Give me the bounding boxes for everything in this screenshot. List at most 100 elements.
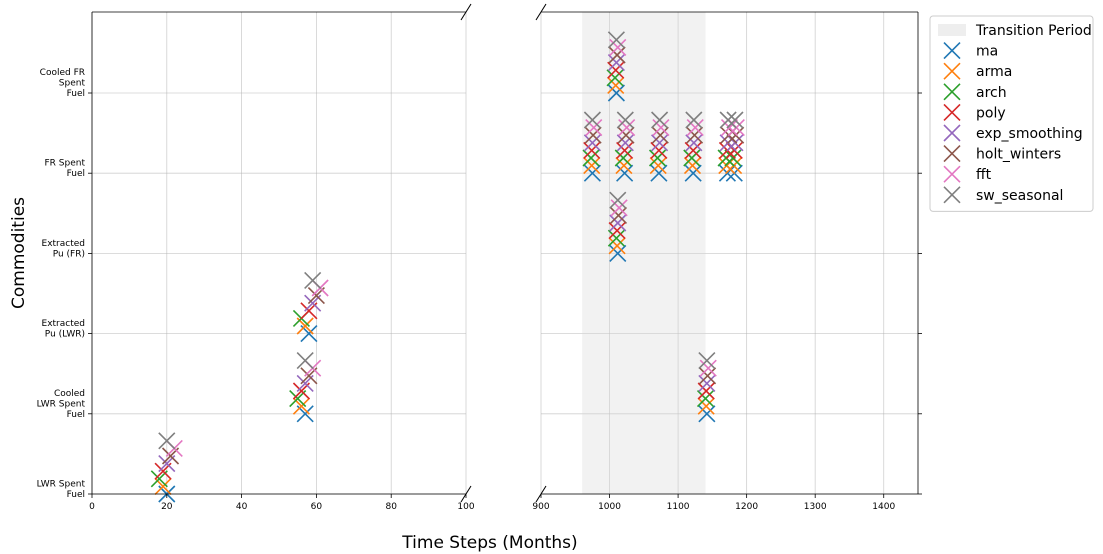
marker-exp_smoothing xyxy=(685,134,703,152)
x-tick-label: 1000 xyxy=(598,502,621,512)
tick-layer: 0 20 40 60 80 100 900 1000 1100 1200 1300 1400 LWR S… xyxy=(37,68,922,512)
marker-sw_seasonal xyxy=(616,111,634,129)
marker-stroke xyxy=(608,46,626,64)
legend-marker-arch xyxy=(943,83,961,101)
x-tick-label: 40 xyxy=(236,502,248,512)
legend-label-holt_winters: holt_winters xyxy=(976,147,1061,163)
marker-stroke xyxy=(683,157,702,175)
marker-exp_smoothing xyxy=(616,134,634,152)
marker-fft xyxy=(652,119,670,137)
marker-sw_seasonal xyxy=(685,111,703,129)
x-tick-label: 20 xyxy=(161,502,173,512)
legend-box xyxy=(929,15,1094,212)
marker-arch xyxy=(582,149,600,167)
marker-stroke xyxy=(943,42,961,60)
marker-stroke xyxy=(607,76,625,94)
marker-stroke xyxy=(583,157,601,175)
marker-holt_winters xyxy=(608,46,626,64)
axis-break-mark xyxy=(460,3,472,21)
marker-stroke xyxy=(698,374,716,392)
marker-holt_winters xyxy=(584,126,602,144)
marker-arch xyxy=(724,149,742,167)
marker-arma xyxy=(607,76,625,94)
transition-band-layer xyxy=(582,12,706,494)
legend-swatch-transition xyxy=(938,24,966,36)
marker-stroke xyxy=(304,271,322,289)
legend-marker-exp_smoothing xyxy=(943,124,961,142)
marker-stroke xyxy=(582,149,600,167)
marker-stroke xyxy=(698,367,717,385)
marker-stroke xyxy=(610,199,628,217)
marker-stroke xyxy=(583,164,601,182)
legend-marker-ma xyxy=(943,42,961,60)
marker-stroke xyxy=(652,119,670,137)
marker-exp_smoothing xyxy=(726,134,744,152)
marker-sw_seasonal xyxy=(698,352,716,370)
marker-holt_winters xyxy=(617,126,635,144)
marker-stroke xyxy=(618,119,636,137)
marker-stroke xyxy=(617,126,635,144)
marker-stroke xyxy=(726,111,744,129)
marker-stroke xyxy=(609,191,627,209)
marker-arma xyxy=(608,237,626,255)
marker-stroke xyxy=(296,405,314,423)
marker-sw_seasonal xyxy=(719,111,737,129)
marker-sw_seasonal xyxy=(609,191,627,209)
marker-stroke xyxy=(943,103,961,121)
marker-stroke xyxy=(648,149,667,167)
legend-marker-holt_winters xyxy=(943,145,961,163)
legend-label-exp_smoothing: exp_smoothing xyxy=(976,126,1083,142)
y-tick-label: Extracted Pu (LWR) xyxy=(42,319,85,340)
marker-stroke xyxy=(686,119,704,137)
x-tick-label: 60 xyxy=(311,502,323,512)
x-tick-label: 100 xyxy=(457,502,474,512)
marker-sw_seasonal xyxy=(304,271,322,289)
legend-label-transition: Transition Period xyxy=(975,23,1092,39)
marker-stroke xyxy=(609,244,627,262)
marker-stroke xyxy=(583,111,601,129)
marker-stroke xyxy=(724,149,742,167)
legend-label-ma: ma xyxy=(976,44,998,60)
marker-poly xyxy=(607,61,625,79)
legend-label-sw_seasonal: sw_seasonal xyxy=(976,188,1063,204)
marker-ma xyxy=(650,164,668,182)
marker-arma xyxy=(697,397,715,415)
marker-stroke xyxy=(698,352,716,370)
marker-arch xyxy=(606,69,624,87)
marker-poly xyxy=(697,382,715,400)
marker-stroke xyxy=(943,145,961,163)
transition-period-band xyxy=(582,12,706,494)
marker-stroke xyxy=(607,84,625,102)
marker-stroke xyxy=(719,111,737,129)
legend-label-arma: arma xyxy=(976,64,1012,80)
marker-holt_winters xyxy=(651,126,669,144)
marker-ma xyxy=(583,164,601,182)
marker-stroke xyxy=(609,38,627,56)
legend-marker-poly xyxy=(943,103,961,121)
marker-stroke xyxy=(292,397,311,415)
marker-stroke xyxy=(583,134,601,152)
marker-stroke xyxy=(607,61,625,79)
marker-stroke xyxy=(616,141,634,159)
axis-break-mark xyxy=(535,3,547,21)
marker-arch xyxy=(614,149,632,167)
marker-arch xyxy=(696,390,715,408)
marker-stroke xyxy=(685,111,703,129)
legend-label-fft: fft xyxy=(976,167,992,183)
marker-poly xyxy=(583,141,601,159)
marker-exp_smoothing xyxy=(651,134,669,152)
marker-stroke xyxy=(697,382,715,400)
marker-poly xyxy=(725,141,743,159)
marker-stroke xyxy=(606,69,624,87)
marker-stroke xyxy=(585,119,603,137)
x-tick-label: 1400 xyxy=(872,502,895,512)
marker-arma xyxy=(683,157,702,175)
x-tick-label: 900 xyxy=(532,502,549,512)
y-tick-label: LWR Spent Fuel xyxy=(37,480,86,501)
marker-sw_seasonal xyxy=(296,352,314,370)
marker-holt_winters xyxy=(685,126,704,144)
marker-stroke xyxy=(697,397,715,415)
marker-sw_seasonal xyxy=(583,111,601,129)
marker-ma xyxy=(718,164,737,182)
marker-stroke xyxy=(608,237,626,255)
